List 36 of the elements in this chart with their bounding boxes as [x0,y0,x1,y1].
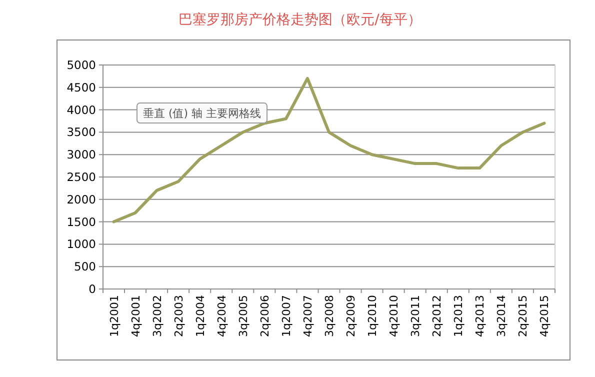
x-tick-label: 2q2012 [430,295,444,337]
x-tick-label: 1q2001 [108,295,121,337]
x-tick-label: 1q2013 [452,295,466,337]
x-tick-label: 4q2015 [538,295,552,337]
x-tick-label: 1q2004 [194,295,207,337]
y-tick-label: 0 [88,282,96,296]
x-tick-label: 4q2013 [474,295,487,337]
y-tick-label: 2500 [66,170,96,184]
y-tick-label: 3000 [66,148,96,162]
x-tick-label: 2q2015 [516,295,530,337]
x-tick-label: 2q2003 [172,295,186,337]
tooltip: 垂直 (值) 轴 主要网格线 [136,102,268,124]
line-series [112,76,546,224]
x-tick-label: 4q2007 [301,295,314,337]
x-tick-label: 3q2005 [236,295,250,337]
x-tick-label: 1q2010 [366,295,380,337]
x-tick-label: 2q2006 [258,295,272,337]
chart-title: 巴塞罗那房产价格走势图（欧元/每平） [178,12,422,28]
y-tick-label: 4000 [66,102,96,117]
x-tick-label: 4q2004 [215,295,228,337]
y-tick-label: 500 [74,260,96,274]
y-tick-label: 1000 [66,237,96,252]
y-tick-label: 1500 [66,214,96,229]
x-tick-label: 4q2010 [388,295,401,337]
x-tick-label: 4q2001 [129,295,142,337]
y-tick-label: 5000 [66,58,96,72]
x-tick-label: 3q2011 [409,295,422,337]
annotation: 垂直 (值) 轴 主要网格线 [142,107,262,120]
y-tick-label: 4500 [66,80,96,94]
x-tick-label: 3q2002 [150,295,164,337]
x-tick-label: 1q2007 [280,295,293,337]
x-tick-label: 3q2014 [495,295,508,337]
x-tick-label: 3q2008 [323,295,336,337]
x-tick-label: 2q2009 [344,295,358,337]
y-tick-label: 3500 [66,125,96,140]
y-tick-label: 2000 [66,192,96,206]
